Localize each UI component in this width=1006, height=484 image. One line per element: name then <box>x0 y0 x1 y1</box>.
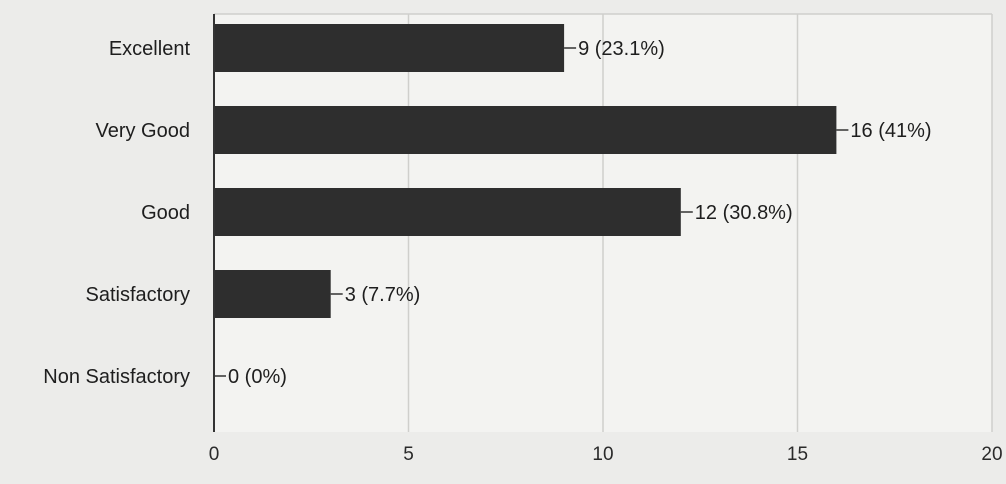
x-tick-label: 15 <box>787 444 808 465</box>
bar <box>214 106 837 154</box>
bar <box>214 24 565 72</box>
category-label: Very Good <box>95 120 190 142</box>
bar <box>214 270 331 318</box>
data-label: 3 (7.7%) <box>345 284 421 306</box>
category-label: Non Satisfactory <box>43 366 190 388</box>
labels: 0 5 10 15 20 9 (23.1%) Excellent 16 (41%) Very G… <box>43 38 1002 465</box>
x-tick-label: 0 <box>209 444 220 465</box>
x-tick-label: 20 <box>981 444 1002 465</box>
data-label: 9 (23.1%) <box>578 38 665 60</box>
data-label: 0 (0%) <box>228 366 287 388</box>
category-label: Good <box>141 202 190 224</box>
data-label: 16 (41%) <box>850 120 931 142</box>
category-label: Excellent <box>109 38 191 60</box>
category-label: Satisfactory <box>86 284 190 306</box>
bar <box>214 188 681 236</box>
x-tick-label: 10 <box>592 444 613 465</box>
x-tick-label: 5 <box>403 444 414 465</box>
data-label: 12 (30.8%) <box>695 202 793 224</box>
bars <box>214 24 837 318</box>
